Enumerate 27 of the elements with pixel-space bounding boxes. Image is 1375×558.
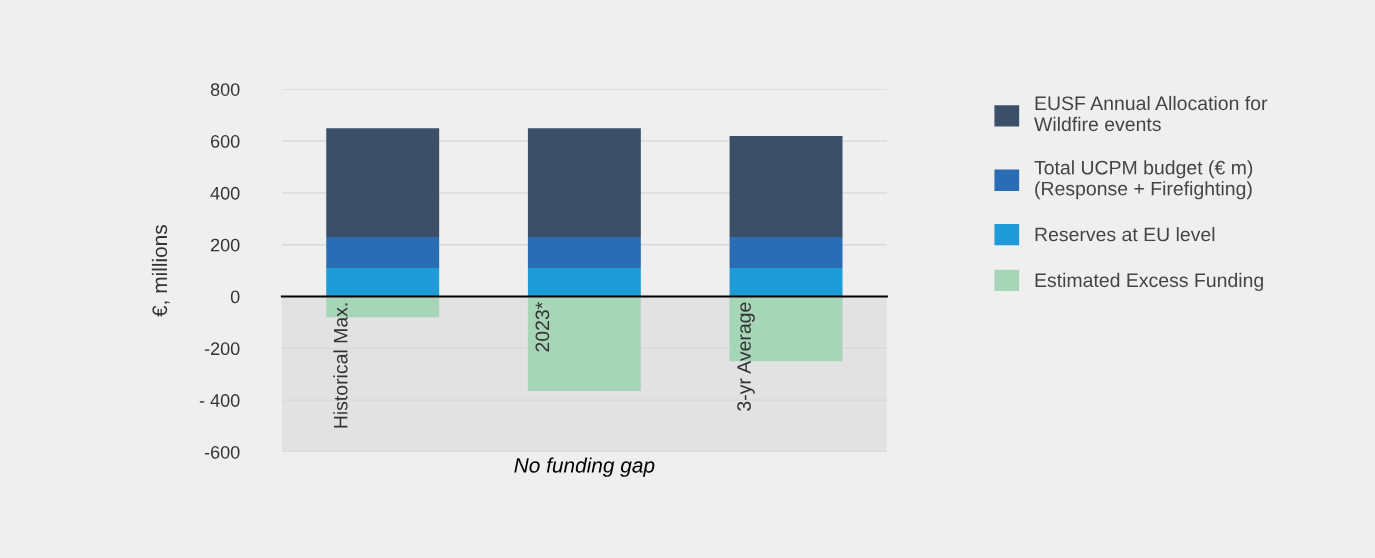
bar (527, 128, 641, 237)
y-tick-label: 0 (230, 290, 240, 304)
bar (527, 236, 641, 269)
y-tick-label: - 400 (199, 394, 240, 407)
bar (527, 268, 641, 297)
x-axis-title: No funding gap (514, 457, 655, 477)
x-tick-label: 2023* (535, 302, 550, 352)
legend-label: EUSF Annual Allocation for Wildfire events (1034, 95, 1268, 132)
legend-label: Total UCPM budget (€ m) (Response + Firefighting) (1034, 160, 1253, 200)
bar (326, 236, 440, 269)
bar (729, 236, 843, 269)
y-tick-label: 200 (211, 238, 240, 252)
y-axis-title: €, millions (151, 225, 170, 317)
bar (326, 268, 440, 297)
legend-label: Reserves at EU level (1035, 227, 1215, 242)
bar (527, 296, 641, 392)
y-tick-label: -200 (204, 342, 240, 356)
y-tick-label: -600 (204, 445, 240, 459)
bar (729, 135, 843, 237)
legend-label: Estimated Excess Funding (1035, 272, 1263, 291)
bar (326, 128, 440, 237)
y-tick-label: 600 (211, 135, 240, 148)
x-tick-label: Historical Max. (333, 303, 348, 428)
y-tick-label: 400 (210, 186, 240, 200)
y-tick-label: 800 (210, 83, 240, 96)
bar (729, 268, 843, 297)
x-tick-label: 3-yr Average (737, 302, 755, 411)
